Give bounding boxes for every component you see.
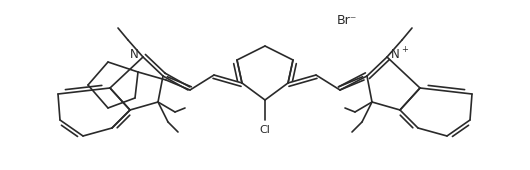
- Text: Br⁻: Br⁻: [337, 14, 357, 27]
- Text: +: +: [401, 45, 408, 54]
- Text: Cl: Cl: [260, 125, 270, 135]
- Text: N: N: [391, 48, 400, 62]
- Text: N: N: [130, 48, 139, 62]
